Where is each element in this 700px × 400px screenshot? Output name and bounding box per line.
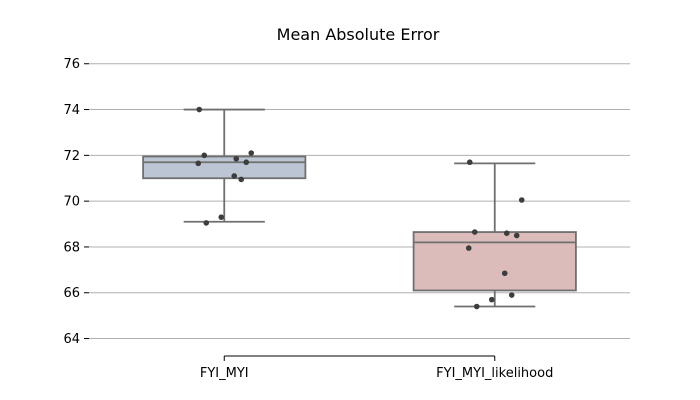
grid-lines — [89, 63, 630, 340]
data-point — [488, 296, 495, 303]
iqr-box — [142, 155, 307, 180]
y-tick-label: 68 — [63, 240, 80, 255]
data-point — [473, 303, 480, 310]
data-point — [218, 214, 225, 220]
y-tick-label: 76 — [63, 57, 80, 72]
data-point — [248, 150, 255, 156]
data-point — [233, 155, 240, 162]
data-point — [465, 245, 472, 251]
data-point — [466, 159, 473, 166]
data-point — [231, 173, 238, 179]
box-group — [412, 162, 577, 308]
data-point — [201, 152, 208, 159]
data-point — [243, 159, 250, 166]
y-tick-label: 66 — [63, 286, 80, 301]
x-tick-label: FYI_MYI — [200, 366, 249, 381]
y-tick-label: 64 — [63, 332, 80, 347]
data-point — [503, 230, 510, 237]
data-point — [518, 197, 525, 203]
data-point — [508, 292, 515, 298]
y-tick-label: 72 — [63, 149, 80, 164]
x-tick-label: FYI_MYI_likelihood — [436, 366, 553, 381]
iqr-box — [412, 231, 577, 292]
data-point — [195, 160, 202, 167]
x-axis: FYI_MYI FYI_MYI_likelihood — [200, 355, 553, 381]
y-tick-label: 74 — [63, 103, 80, 118]
chart-title: Mean Absolute Error — [277, 25, 440, 44]
data-point — [203, 220, 210, 226]
data-point — [471, 229, 478, 235]
points — [195, 106, 525, 310]
y-tick-label: 70 — [63, 195, 80, 210]
box-group — [142, 108, 307, 223]
boxes — [142, 108, 577, 308]
y-axis: 64 66 68 70 72 74 76 — [63, 57, 89, 347]
data-point — [196, 106, 203, 113]
data-point — [513, 232, 520, 239]
data-point — [238, 176, 245, 183]
data-point — [501, 270, 508, 277]
